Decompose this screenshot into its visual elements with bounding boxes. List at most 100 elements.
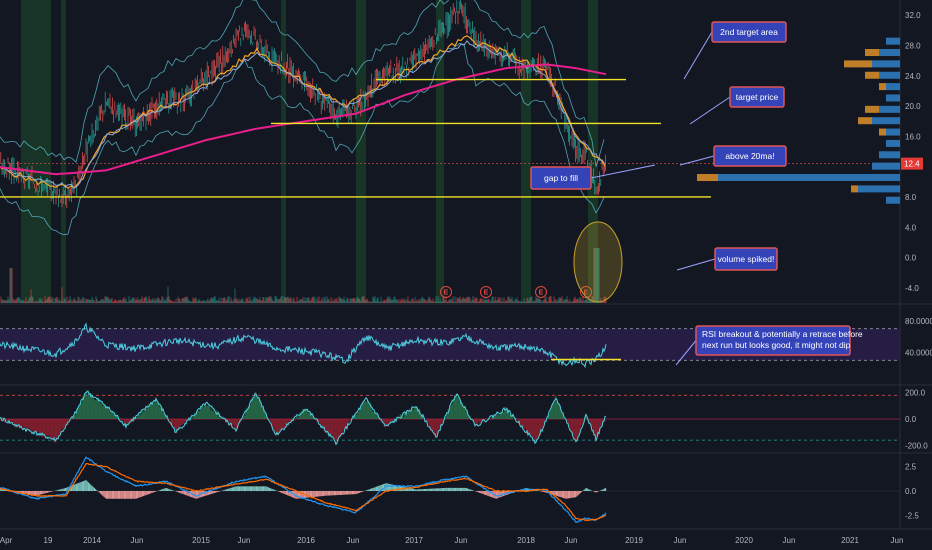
annotation-pointer-3 [590,164,656,179]
annotation-text-2: above 20ma! [725,151,774,161]
volume-profile-blue-bar [879,49,900,57]
macd-axis-tick-0: 2.5 [905,463,917,472]
annotation-box-3 [530,166,592,190]
annotation-box-2 [713,145,787,167]
annotation-box-5 [695,325,851,356]
price-axis-tick-5: 8.0 [905,193,917,202]
cci-axis-tick-1: 0.0 [905,415,917,424]
highlight-band-0 [21,0,51,303]
annotation-pointer-5 [675,340,697,366]
earnings-marker-circle-2 [535,286,547,298]
earnings-marker-label-2: E [539,290,544,297]
current-price-tag-label: 12.4 [904,160,920,169]
earnings-marker-circle-0 [440,286,452,298]
macd-pane [0,456,900,524]
annotation-text-3: gap to fill [544,173,578,183]
time-axis-label-4: 2015 [192,536,210,545]
volume-profile-orange-bar [851,185,858,193]
volume-profile-orange-bar [865,71,879,79]
ma50-line [0,40,606,189]
volume-profile-blue-bar [872,60,900,68]
annotation-text-5: RSI breakout & potentially a retrace bef… [702,329,863,350]
volume-profile-orange-bar [858,117,872,125]
volume-profile-orange-bar [844,60,872,68]
cci-axis-tick-2: -200.0 [905,441,928,450]
axis-layer: 32.0 28.0 24.0 20.0 16.0 8.0 4.0 0.0 -4.0 12.4 80.… [0,11,932,545]
volume-profile-blue-bar [718,174,900,182]
time-axis-label-17: Jun [891,536,904,545]
price-axis-tick-0: 32.0 [905,11,921,20]
cci-pane [0,389,900,446]
volume-profile-blue-bar [886,196,900,204]
time-axis-label-8: 2017 [405,536,423,545]
time-axis-label-10: 2018 [517,536,535,545]
ma200-line [0,63,607,176]
earnings-marker-label-0: E [444,290,449,297]
volume-profile-blue-bar [858,185,900,193]
volume-profile-orange-bar [865,49,879,57]
rsi-line [0,322,607,369]
time-axis-label-9: Jun [455,536,468,545]
highlight-band-4 [436,0,444,303]
annotation-pointer-2 [679,155,715,166]
grid-layer [0,0,932,530]
price-axis-tick-8: -4.0 [905,284,919,293]
time-axis-label-15: Jun [783,536,796,545]
time-axis-label-3: Jun [131,536,144,545]
volume-profile-blue-bar [872,117,900,125]
ma20-line [0,35,606,190]
highlight-band-6 [588,0,598,303]
earnings-marker-circle-1 [480,286,492,298]
macd-axis-tick-2: -2.5 [905,511,919,520]
volume-profile-blue-bar [886,37,900,45]
earnings-marker-circle-3 [580,286,592,298]
volume-profile-blue-bar [886,94,900,102]
volume-profile-orange-bar [697,174,718,182]
annotation-box-0 [711,21,787,43]
price-axis-tick-4: 16.0 [905,132,921,141]
price-axis-tick-3: 20.0 [905,102,921,111]
annotation-pointer-1 [689,96,731,125]
time-axis-label-2: 2014 [83,536,101,545]
macd-axis-tick-1: 0.0 [905,487,917,496]
volume-profile-blue-bar [886,128,900,136]
time-axis-label-14: 2020 [735,536,753,545]
volume-profile-blue-bar [879,151,900,159]
rsi-axis-tick-0: 80.0000 [905,317,932,326]
volume-profile-blue-bar [886,83,900,91]
time-axis-label-12: 2019 [625,536,643,545]
time-axis-label-11: Jun [565,536,578,545]
bollinger-upper-line [0,0,605,167]
annotation-box-4 [714,247,778,271]
annotation-pointer-4 [676,258,716,271]
time-axis-label-1: 19 [44,536,53,545]
earnings-marker-label-3: E [584,290,589,297]
volume-profile-orange-bar [865,105,879,113]
price-axis-tick-7: 0.0 [905,254,917,263]
volume-spike-ellipse [573,221,623,303]
highlight-band-3 [356,0,366,303]
rsi-axis-tick-1: 40.0000 [905,348,932,357]
annotation-box-1 [729,86,785,108]
time-axis-label-0: Apr [0,536,13,545]
volume-profile-blue-bar [879,71,900,79]
cci-axis-tick-0: 200.0 [905,389,926,398]
bollinger-lower-line [0,42,605,236]
earnings-marker-label-1: E [484,290,489,297]
annotation-text-4: volume spiked! [718,254,775,264]
annotation-pointer-0 [683,31,713,80]
price-axis-tick-1: 28.0 [905,41,921,50]
price-axis-tick-6: 4.0 [905,223,917,232]
volume-profile-orange-bar [879,83,886,91]
time-axis-label-5: Jun [238,536,251,545]
annotation-layer: 2nd target area target price above 20ma! ga… [530,21,863,366]
annotation-text-1: target price [736,92,779,102]
highlight-band-5 [521,0,531,303]
volume-profile-blue-bar [886,139,900,147]
annotation-text-0: 2nd target area [720,27,778,37]
volume-profile-blue-bar [872,162,900,170]
price-axis-tick-2: 24.0 [905,72,921,81]
